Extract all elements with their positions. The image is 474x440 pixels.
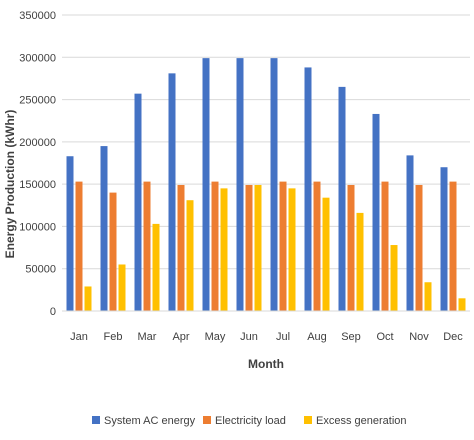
y-tick-label: 200000 <box>19 137 56 149</box>
legend: System AC energy Electricity load Excess g… <box>92 415 407 427</box>
bar-system-ac-energy-jun <box>236 58 244 312</box>
bar-electricity-load-oct <box>381 181 389 311</box>
x-tick-label: Aug <box>307 331 327 343</box>
bar-system-ac-energy-oct <box>372 113 380 311</box>
bar-electricity-load-mar <box>143 181 151 311</box>
bar-excess-generation-dec <box>458 298 466 311</box>
x-tick-label: Dec <box>443 331 463 343</box>
bar-electricity-load-aug <box>313 181 321 311</box>
bar-electricity-load-nov <box>415 184 423 311</box>
y-axis-tick-labels: 0 50000 100000 150000 200000 250000 300000 3500… <box>19 10 56 318</box>
x-tick-label: Oct <box>376 331 393 343</box>
bar-excess-generation-may <box>220 188 228 311</box>
bar-electricity-load-dec <box>449 181 457 311</box>
x-tick-label: Jul <box>276 331 290 343</box>
bar-system-ac-energy-jan <box>66 156 74 311</box>
legend-swatch <box>203 416 211 424</box>
bar-excess-generation-mar <box>152 223 160 311</box>
bar-system-ac-energy-mar <box>134 93 142 311</box>
bar-excess-generation-oct <box>390 245 398 311</box>
bar-system-ac-energy-nov <box>406 155 414 311</box>
x-tick-label: May <box>205 331 226 343</box>
y-tick-label: 350000 <box>19 10 56 22</box>
y-tick-label: 50000 <box>25 264 56 276</box>
x-axis-title: Month <box>248 357 284 371</box>
legend-swatch <box>304 416 312 424</box>
x-tick-label: Apr <box>172 331 189 343</box>
bar-system-ac-energy-jul <box>270 58 278 312</box>
x-tick-label: Nov <box>409 331 429 343</box>
bar-excess-generation-aug <box>322 197 330 311</box>
gridlines <box>62 14 470 270</box>
x-tick-label: Jan <box>70 331 88 343</box>
y-tick-label: 250000 <box>19 95 56 107</box>
bar-excess-generation-nov <box>424 282 432 311</box>
bar-system-ac-energy-feb <box>100 146 108 311</box>
x-tick-label: Feb <box>104 331 123 343</box>
bar-electricity-load-sep <box>347 184 355 311</box>
legend-label: Electricity load <box>215 415 286 427</box>
y-axis-title: Energy Production (kWhr) <box>3 110 17 259</box>
bar-excess-generation-sep <box>356 212 364 311</box>
x-tick-label: Mar <box>138 331 157 343</box>
bar-excess-generation-jun <box>254 184 262 311</box>
bar-excess-generation-jan <box>84 286 92 311</box>
x-axis-tick-labels: Jan Feb Mar Apr May Jun Jul Aug Sep Oct Nov Dec <box>70 331 463 343</box>
bar-electricity-load-jun <box>245 184 253 311</box>
legend-label: Excess generation <box>316 415 407 427</box>
bar-electricity-load-feb <box>109 192 117 311</box>
bar-system-ac-energy-apr <box>168 73 176 312</box>
bar-excess-generation-feb <box>118 264 126 311</box>
legend-swatch <box>92 416 100 424</box>
bar-electricity-load-jul <box>279 181 287 311</box>
bars <box>66 58 466 312</box>
y-tick-label: 150000 <box>19 179 56 191</box>
bar-electricity-load-jan <box>75 181 83 311</box>
bar-excess-generation-apr <box>186 200 194 311</box>
bar-system-ac-energy-may <box>202 58 210 312</box>
x-tick-label: Sep <box>341 331 361 343</box>
bar-system-ac-energy-sep <box>338 86 346 311</box>
bar-electricity-load-may <box>211 181 219 311</box>
bar-system-ac-energy-dec <box>440 167 448 311</box>
bar-system-ac-energy-aug <box>304 67 312 311</box>
bar-electricity-load-apr <box>177 184 185 311</box>
bar-excess-generation-jul <box>288 188 296 311</box>
legend-label: System AC energy <box>104 415 196 427</box>
y-tick-label: 300000 <box>19 52 56 64</box>
y-tick-label: 0 <box>50 306 56 318</box>
x-tick-label: Jun <box>240 331 258 343</box>
y-tick-label: 100000 <box>19 221 56 233</box>
